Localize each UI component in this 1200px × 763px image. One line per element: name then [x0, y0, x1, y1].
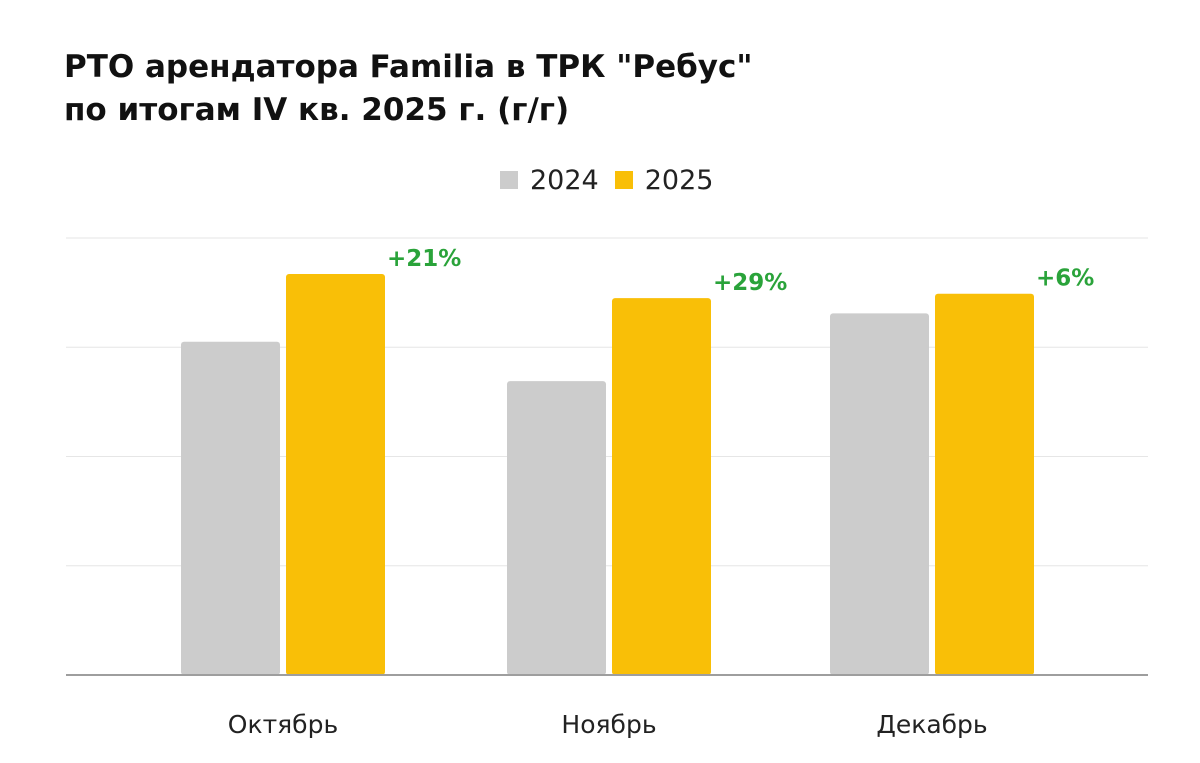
growth-label-3: +6% [1036, 266, 1094, 292]
growth-label-2: +29% [713, 270, 787, 296]
legend-swatch-2024 [500, 171, 518, 189]
bar-2025-1 [286, 274, 385, 675]
chart-title-line-2: по итогам IV кв. 2025 г. (г/г) [64, 92, 570, 128]
bar-2025-2 [612, 298, 711, 675]
legend-label-2025: 2025 [644, 164, 714, 196]
chart-title-line-1: РТО арендатора Familia в ТРК "Ребус" [64, 49, 753, 85]
legend-label-2024: 2024 [530, 164, 599, 196]
bar-2024-1 [181, 341, 280, 675]
legend-item-2024: 2024 [500, 165, 599, 196]
legend: 2024 2025 [500, 163, 729, 197]
x-tick-label-3: Декабрь [876, 710, 987, 739]
x-tick-label-1: Октябрь [228, 710, 338, 739]
legend-item-2025: 2025 [614, 164, 714, 196]
x-tick-label-2: Ноябрь [561, 710, 656, 739]
legend-swatch-2025 [614, 171, 633, 189]
bar-2024-2 [507, 381, 606, 675]
chart-title: РТО арендатора Familia в ТРК "Ребус" по … [64, 46, 753, 132]
bar-2024-3 [830, 313, 929, 675]
growth-label-1: +21% [387, 246, 461, 272]
bar-2025-3 [935, 293, 1034, 675]
